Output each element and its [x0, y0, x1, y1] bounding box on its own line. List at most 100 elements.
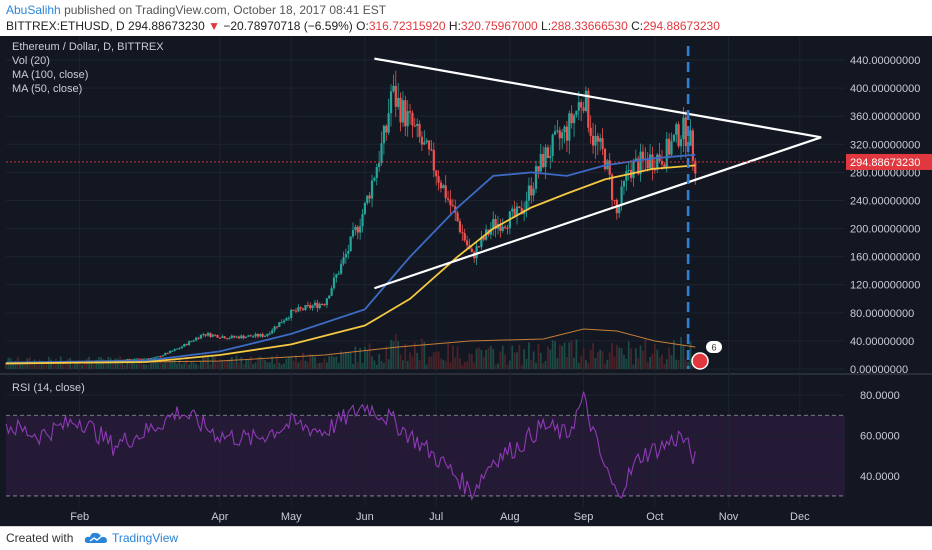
open-value: 316.72315920: [368, 19, 446, 33]
candle-body: [323, 304, 326, 306]
volume-bar: [390, 340, 392, 369]
candle-body: [532, 188, 535, 196]
candle-body: [544, 147, 547, 168]
candle-body: [684, 117, 687, 147]
earnings-event-icon: [691, 352, 709, 370]
volume-bar: [580, 356, 583, 369]
volume-bar: [608, 352, 611, 369]
volume-bar: [596, 351, 599, 369]
volume-bar: [435, 352, 438, 369]
candle-body: [154, 357, 157, 359]
close-value: 294.88673230: [643, 19, 720, 33]
volume-bar: [35, 364, 38, 369]
candle-body: [397, 97, 400, 107]
volume-bar: [192, 362, 195, 369]
volume-bar: [475, 348, 478, 369]
candle-body: [261, 334, 264, 337]
volume-bar: [461, 364, 464, 369]
candle-body: [656, 154, 659, 170]
volume-bar: [411, 356, 414, 369]
candle-body: [152, 357, 155, 359]
candle-body: [618, 205, 621, 214]
volume-bar: [257, 357, 259, 369]
volume-bar: [66, 358, 69, 369]
volume-bar: [290, 356, 293, 369]
candle-body: [677, 124, 680, 147]
symbol-name: BITTREX:ETHUSD, D: [6, 19, 125, 33]
volume-bar: [354, 346, 357, 369]
rsi-tick-label: 80.0000: [860, 390, 900, 402]
volume-bar: [480, 349, 483, 369]
volume-bar: [392, 341, 395, 369]
candle-body: [266, 333, 269, 336]
volume-bar: [271, 356, 274, 369]
volume-bar: [425, 364, 428, 369]
last-price: 294.88673230: [128, 19, 205, 33]
candle-body: [470, 248, 473, 253]
time-tick-label: Sep: [574, 511, 594, 523]
volume-bar: [325, 362, 328, 369]
volume-bar: [549, 349, 552, 369]
volume-bar: [40, 360, 43, 369]
volume-bar: [556, 358, 559, 369]
volume-bar: [109, 357, 112, 369]
candle-body: [610, 174, 614, 200]
volume-bar: [352, 363, 354, 369]
volume-bar: [371, 356, 373, 369]
author-link[interactable]: AbuSalihh: [6, 3, 61, 17]
candle-body: [406, 111, 409, 127]
rsi-line: [5, 391, 696, 501]
candle-body: [225, 338, 229, 340]
candle-body: [292, 309, 295, 311]
volume-bar: [254, 362, 257, 369]
tradingview-cloud-icon: [84, 532, 107, 543]
volume-bar: [558, 344, 561, 369]
volume-bar: [173, 359, 176, 369]
candle-body: [591, 135, 595, 146]
volume-bar: [57, 361, 60, 369]
candle-body: [249, 335, 252, 337]
volume-bar: [604, 363, 606, 369]
candle-body: [228, 338, 231, 340]
chart-area[interactable]: 440.00000000 400.00000000 360.00000000 320.…: [0, 36, 932, 526]
volume-bar: [316, 363, 319, 369]
volume-bar: [428, 357, 430, 369]
candle-body: [458, 221, 462, 233]
volume-bar: [544, 360, 547, 369]
candle-body: [679, 139, 683, 147]
volume-bar: [508, 360, 511, 369]
volume-bar: [152, 359, 155, 369]
candle-body: [370, 180, 374, 199]
volume-bar: [651, 353, 654, 369]
candle-body: [244, 336, 248, 339]
rsi-band-fill: [6, 415, 845, 496]
volume-bar: [259, 356, 262, 369]
time-tick-label: Jul: [429, 511, 443, 523]
volume-bar: [570, 339, 573, 369]
volume-bar: [264, 360, 266, 369]
volume-bar: [219, 359, 221, 369]
volume-bar: [356, 362, 359, 369]
candle-body: [625, 171, 628, 181]
candle-body: [204, 334, 207, 336]
volume-bar: [116, 358, 119, 369]
candle-body: [380, 143, 383, 163]
volume-bar: [247, 359, 250, 369]
volume-bar: [506, 364, 509, 369]
chart-svg[interactable]: 440.00000000 400.00000000 360.00000000 320.…: [0, 36, 932, 526]
volume-bar: [442, 359, 445, 369]
candle-body: [561, 132, 564, 139]
volume-bar: [135, 363, 138, 369]
candle-body: [211, 334, 214, 337]
time-tick-label: Dec: [790, 511, 810, 523]
candle-body: [290, 309, 293, 318]
volume-bar: [74, 363, 76, 369]
candle-body: [672, 134, 675, 142]
candle-body: [401, 100, 405, 123]
tradingview-brand[interactable]: TradingView: [112, 531, 179, 545]
volume-bar: [470, 354, 473, 369]
candle-body: [641, 151, 645, 159]
candle-body: [660, 160, 664, 165]
candle-body: [456, 212, 459, 222]
candle-body: [480, 236, 483, 248]
